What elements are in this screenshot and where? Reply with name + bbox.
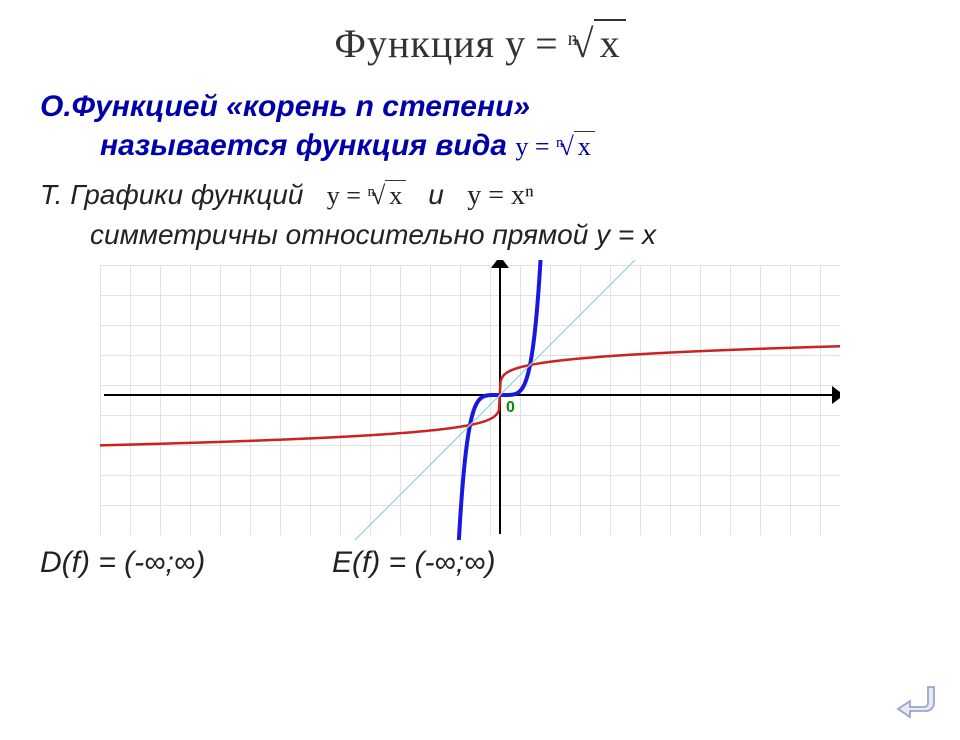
radical-sign-2: √ xyxy=(560,132,574,161)
return-button[interactable] xyxy=(894,681,942,726)
chart-area: 0 xyxy=(100,260,840,540)
th-connector: и xyxy=(428,179,444,210)
theorem-block: Т. Графики функций у = n√x и у = xⁿ симм… xyxy=(0,175,960,254)
chart-svg xyxy=(100,260,840,540)
radical-sign-3: √ xyxy=(371,181,385,210)
th-text1: Графики функций xyxy=(70,179,303,210)
th-f1-lhs: у = xyxy=(327,181,361,210)
title-formula: у = n√x xyxy=(505,21,626,66)
title-radicand: x xyxy=(594,19,626,66)
domain-text: D(f) = (-∞;∞) xyxy=(40,546,205,579)
range-text: E(f) = (-∞;∞) xyxy=(332,546,496,579)
radical-sign: √ xyxy=(572,21,594,66)
page-title: Функция у = n√x xyxy=(0,20,960,67)
def-formula: у = n√x xyxy=(515,132,594,161)
origin-label: 0 xyxy=(506,399,515,417)
domain-range-block: D(f) = (-∞;∞) E(f) = (-∞;∞) xyxy=(0,546,960,580)
th-formula1: у = n√x xyxy=(327,181,413,210)
def-prefix: О. xyxy=(40,90,72,123)
th-prefix: Т. xyxy=(40,179,62,210)
return-arrow-icon xyxy=(894,681,942,721)
def-text1: Функцией «корень n степени» xyxy=(72,90,530,123)
th-text2: симметричны относительно прямой у = х xyxy=(40,219,656,250)
def-radicand: x xyxy=(574,131,595,161)
title-lhs: у = xyxy=(505,21,558,66)
th-formula2: у = xⁿ xyxy=(467,180,534,211)
title-word: Функция xyxy=(334,21,495,66)
def-formula-lhs: у = xyxy=(515,132,549,161)
def-text2: называется функция вида xyxy=(100,129,507,162)
th-f1-radicand: x xyxy=(385,180,406,210)
definition-block: О.Функцией «корень n степени» называется… xyxy=(0,87,960,165)
